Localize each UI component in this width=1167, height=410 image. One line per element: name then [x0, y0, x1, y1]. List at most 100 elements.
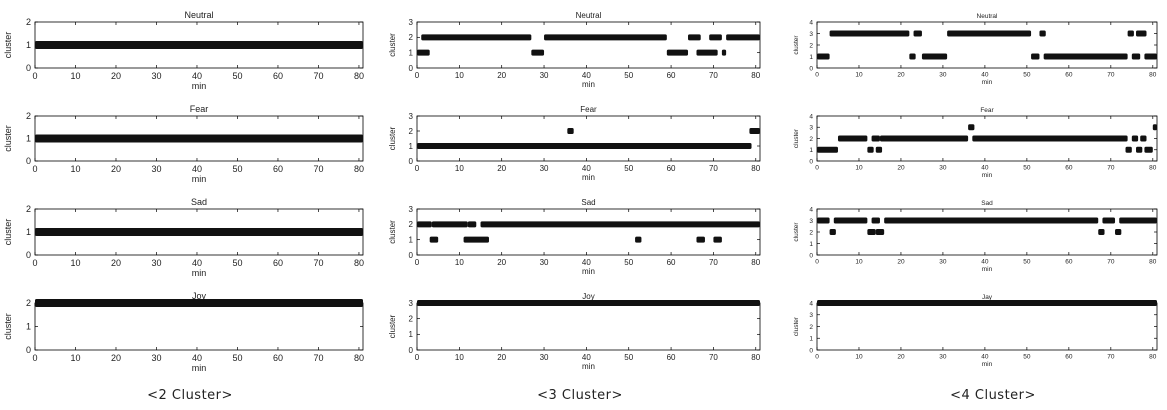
x-axis-label: min [192, 81, 207, 91]
cluster-segment [1031, 53, 1040, 60]
cluster-segment [749, 128, 760, 134]
x-tick-label: 80 [1149, 354, 1157, 361]
x-tick-label: 30 [151, 258, 161, 268]
plot-frame [416, 302, 761, 351]
cluster-segment [913, 30, 922, 37]
y-tick-label: 1 [409, 142, 414, 151]
x-tick-label: 60 [667, 164, 676, 173]
x-tick-label: 60 [1065, 72, 1073, 79]
x-tick-label: 20 [111, 353, 121, 363]
x-tick-label: 70 [709, 258, 718, 267]
x-tick-label: 70 [313, 164, 323, 174]
x-tick-label: 40 [981, 165, 989, 172]
x-tick-label: 30 [151, 164, 161, 174]
x-tick-label: 50 [1023, 72, 1031, 79]
cluster-segment [1136, 146, 1143, 153]
x-tick-label: 40 [582, 71, 591, 80]
cluster-segment [1131, 135, 1139, 142]
x-tick-label: 50 [232, 353, 242, 363]
x-tick-label: 0 [32, 71, 37, 81]
cluster-segment [829, 229, 836, 235]
x-tick-label: 20 [497, 164, 506, 173]
y-tick-label: 1 [26, 322, 31, 332]
x-tick-label: 50 [1023, 165, 1031, 172]
plot-frame [416, 115, 761, 162]
x-tick-label: 40 [981, 72, 989, 79]
chart-3: Joy 0 10 20 30 40 50 60 70 80 0 1 2 min cluster [3, 291, 364, 373]
cluster-segment [467, 221, 477, 228]
y-tick-label: 2 [809, 324, 813, 331]
chart-title: Sad [581, 198, 595, 207]
x-tick-label: 10 [70, 353, 80, 363]
x-tick-label: 10 [855, 72, 863, 79]
x-tick-label: 30 [540, 353, 549, 362]
x-axis-label: min [192, 363, 207, 373]
x-tick-label: 40 [192, 353, 202, 363]
cluster-segment [417, 300, 760, 306]
x-tick-label: 20 [111, 258, 121, 268]
y-tick-label: 0 [809, 347, 813, 354]
x-tick-label: 30 [540, 164, 549, 173]
x-tick-label: 40 [981, 259, 989, 266]
cluster-segment [480, 221, 760, 228]
x-tick-label: 80 [354, 353, 364, 363]
cluster-segment [817, 300, 1157, 306]
x-tick-label: 60 [667, 71, 676, 80]
cluster-segment [1144, 146, 1153, 153]
x-tick-label: 0 [815, 165, 819, 172]
cluster-segment [884, 217, 1099, 224]
y-tick-label: 3 [809, 125, 813, 132]
x-tick-label: 20 [497, 353, 506, 362]
y-tick-label: 3 [809, 31, 813, 38]
cluster-segment [1152, 124, 1157, 131]
y-tick-label: 4 [809, 113, 813, 120]
y-axis-label: cluster [388, 126, 397, 150]
chart-title: Jay [982, 294, 993, 301]
x-tick-label: 80 [354, 71, 364, 81]
x-tick-label: 50 [1023, 354, 1031, 361]
x-tick-label: 60 [273, 71, 283, 81]
x-tick-label: 40 [582, 258, 591, 267]
x-tick-label: 40 [582, 164, 591, 173]
cluster-segment [709, 34, 722, 41]
chart-10: Sad 0 10 20 30 40 50 60 70 80 0 1 2 3 4 min cluster [793, 200, 1158, 273]
x-tick-label: 80 [751, 71, 760, 80]
y-tick-label: 1 [26, 134, 31, 144]
chart-4: Neutral 0 10 20 30 40 50 60 70 80 0 1 2 3 min cluster [388, 11, 761, 89]
y-tick-label: 3 [809, 312, 813, 319]
x-tick-label: 60 [1065, 165, 1073, 172]
y-axis-label: cluster [3, 219, 13, 246]
chart-title: Neutral [184, 10, 213, 20]
x-tick-label: 0 [32, 164, 37, 174]
x-tick-label: 80 [354, 164, 364, 174]
x-tick-label: 50 [624, 258, 633, 267]
x-tick-label: 70 [709, 353, 718, 362]
cluster-segment [1043, 53, 1128, 60]
y-tick-label: 2 [809, 136, 813, 143]
y-axis-label: cluster [388, 220, 397, 244]
chart-8: Neutral 0 10 20 30 40 50 60 70 80 0 1 2 3 4 min cluster [793, 13, 1158, 86]
x-tick-label: 0 [415, 258, 420, 267]
x-tick-label: 10 [455, 71, 464, 80]
y-tick-label: 3 [409, 18, 414, 27]
x-tick-label: 40 [582, 353, 591, 362]
x-tick-label: 10 [455, 258, 464, 267]
y-tick-label: 1 [409, 48, 414, 57]
x-tick-label: 20 [897, 72, 905, 79]
x-tick-label: 20 [497, 258, 506, 267]
y-tick-label: 0 [409, 251, 414, 260]
y-axis-label: cluster [388, 314, 397, 338]
cluster-segment [817, 217, 830, 224]
x-tick-label: 80 [751, 353, 760, 362]
cluster-segment [817, 53, 830, 60]
chart-6: Sad 0 10 20 30 40 50 60 70 80 0 1 2 3 min cluster [388, 198, 761, 276]
y-tick-label: 3 [409, 112, 414, 121]
y-axis-label: cluster [793, 222, 800, 242]
cluster-segment [431, 221, 468, 228]
y-axis-label: cluster [3, 313, 13, 340]
column-caption-2-cluster: <2 Cluster> [147, 388, 233, 403]
y-tick-label: 4 [809, 19, 813, 26]
x-tick-label: 70 [1107, 259, 1115, 266]
chart-1: Fear 0 10 20 30 40 50 60 70 80 0 1 2 min cluster [3, 104, 364, 184]
